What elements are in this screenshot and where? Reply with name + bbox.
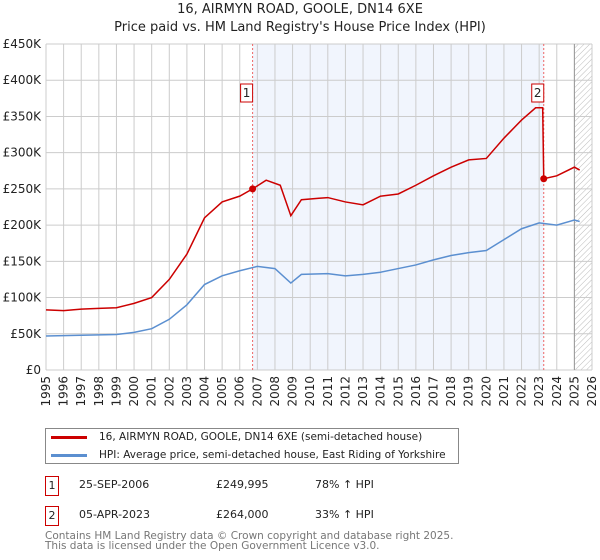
annotation-box [240,83,254,103]
y-tick-label: £350K [3,109,43,123]
x-tick-label: 2009 [286,376,300,407]
x-tick-label: 2017 [426,376,440,407]
x-tick-label: 2006 [233,376,247,407]
x-tick-label: 2022 [515,376,529,407]
legend-label: HPI: Average price, semi-detached house,… [99,449,446,461]
y-tick-label: £50K [10,327,42,341]
x-tick-label: 2016 [409,376,423,407]
footer-line: Contains HM Land Registry data © Crown c… [45,530,454,542]
annotation-label: 2 [534,86,542,100]
x-tick-label: 2001 [145,376,159,407]
legend-swatch [51,453,87,457]
x-tick-label: 1996 [57,376,71,407]
x-tick-label: 2007 [250,376,264,407]
x-tick-label: 2018 [444,376,458,407]
legend: 16, AIRMYN ROAD, GOOLE, DN14 6XE (semi-d… [45,428,459,464]
x-tick-label: 2019 [462,376,476,407]
sale-point [249,185,257,193]
x-tick-label: 2012 [338,376,352,407]
x-tick-label: 2000 [127,376,141,407]
y-tick-label: £400K [3,73,43,87]
annotation-label: 1 [243,86,251,100]
legend-label: 16, AIRMYN ROAD, GOOLE, DN14 6XE (semi-d… [99,431,423,443]
series-line [45,219,580,337]
y-tick-label: £200K [3,218,43,232]
footer: Contains HM Land Registry data © Crown c… [45,530,454,552]
x-tick-label: 2026 [585,376,599,407]
x-tick-label: 1997 [74,376,88,407]
x-tick-label: 2021 [497,376,511,407]
x-tick-label: 2010 [303,376,317,407]
chart-subtitle: Price paid vs. HM Land Registry's House … [114,20,486,35]
chart-title: 16, AIRMYN ROAD, GOOLE, DN14 6XE [177,2,423,17]
future-hatch [574,44,592,370]
legend-item-property: 16, AIRMYN ROAD, GOOLE, DN14 6XE (semi-d… [46,429,422,445]
footer-line: This data is licensed under the Open Gov… [45,540,380,552]
y-tick-label: £100K [3,291,43,305]
x-tick-label: 2014 [374,376,388,407]
y-tick-label: £0 [26,363,41,377]
x-tick-label: 2025 [567,376,581,407]
y-tick-label: £150K [3,254,43,268]
sale-hpi: 78% ↑ HPI [315,478,374,491]
sale-date: 25-SEP-2006 [79,478,150,491]
x-tick-label: 1995 [39,376,53,407]
sale-badge: 2 [45,506,59,526]
x-tick-label: 2002 [162,376,176,407]
sale-date: 05-APR-2023 [79,508,151,521]
x-tick-label: 2013 [356,376,370,407]
sale-price: £264,000 [216,508,269,521]
x-tick-label: 2020 [479,376,493,407]
annotation-box [531,83,545,103]
y-tick-label: £300K [3,146,43,160]
x-tick-label: 2008 [268,376,282,407]
x-tick-label: 2005 [215,376,229,407]
y-tick-label: £450K [3,37,43,51]
legend-swatch [51,435,87,439]
y-tick-label: £250K [3,182,43,196]
price-chart: 1995 1996 1997 1998 1999 2000 2001 2002 2003 2004… [3,37,599,407]
series-line [45,107,581,312]
sale-price: £249,995 [216,478,269,491]
sale-hpi: 33% ↑ HPI [315,508,374,521]
x-tick-label: 2004 [198,376,212,407]
x-tick-label: 1998 [92,376,106,407]
x-tick-label: 2003 [180,376,194,407]
x-tick-label: 2015 [391,376,405,407]
sale-badge: 1 [45,476,59,496]
x-tick-label: 2024 [550,376,564,407]
x-tick-label: 2011 [321,376,335,407]
x-tick-label: 2023 [532,376,546,407]
x-tick-label: 1999 [109,376,123,407]
legend-item-hpi: HPI: Average price, semi-detached house,… [46,447,446,463]
sale-point [540,175,548,183]
